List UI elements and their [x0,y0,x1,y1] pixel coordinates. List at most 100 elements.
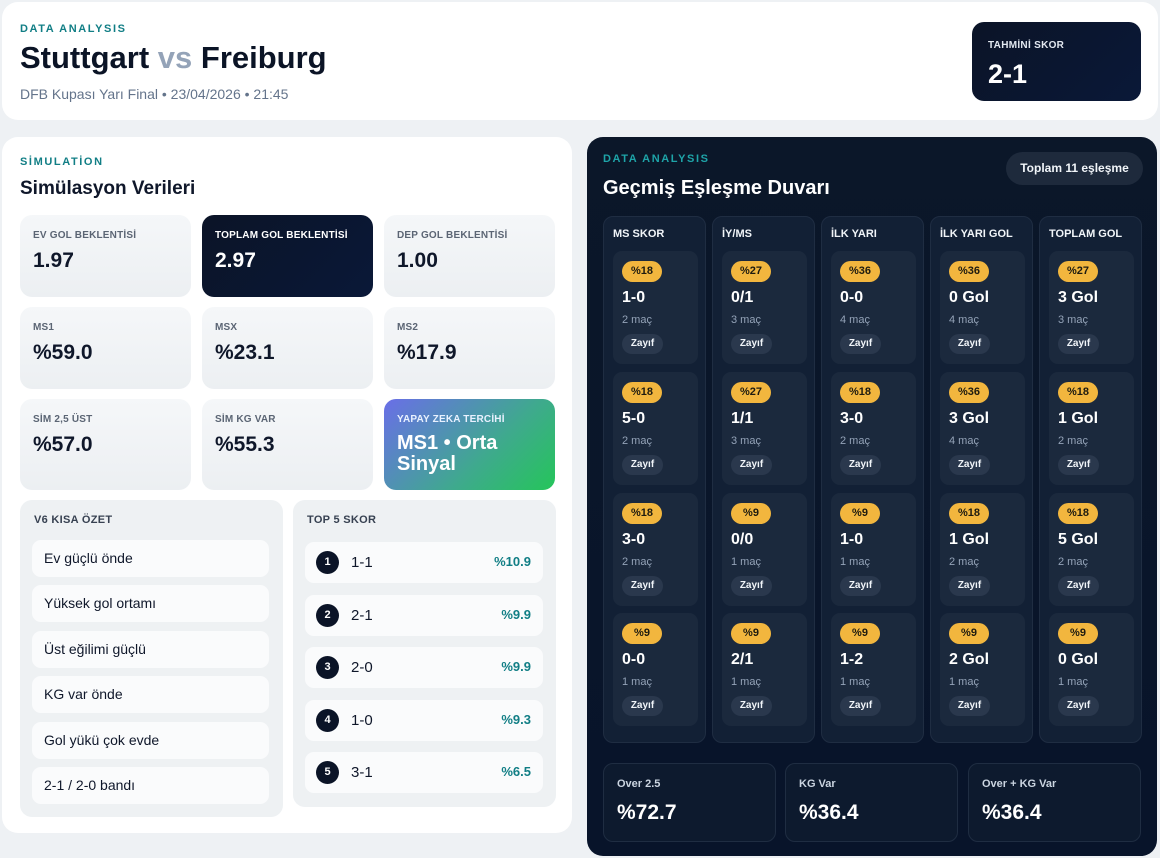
match-cell: %9 0 Gol 1 maç Zayıf [1049,613,1134,726]
strength-tag: Zayıf [731,334,772,354]
cell-score: 1 Gol [949,531,990,548]
percent-badge: %9 [840,623,880,644]
summary-item: Ev güçlü önde [32,540,269,577]
match-cell: %18 5 Gol 2 maç Zayıf [1049,493,1134,606]
match-cell: %9 1-0 1 maç Zayıf [831,493,916,606]
home-team: Stuttgart [20,40,150,75]
strength-tag: Zayıf [731,696,772,716]
ai-preference-card: YAPAY ZEKA TERCİHİ MS1 • Orta Sinyal [384,399,555,490]
top5-item: 3 2-0 %9.9 [305,647,543,688]
column-header: İLK YARI GOL [940,228,1013,240]
match-cell: %27 1/1 3 maç Zayıf [722,372,807,485]
stat-value: 2.97 [215,249,256,272]
footer-card-over-kg-var: Over + KG Var %36.4 [968,763,1141,842]
match-count: 4 maç [949,435,979,447]
match-count: 1 maç [731,676,761,688]
top5-item: 2 2-1 %9.9 [305,595,543,636]
top5-score: 1-1 [351,554,373,571]
stat-label: DEP GOL BEKLENTİSİ [397,230,508,241]
cell-score: 0 Gol [949,289,990,306]
percent-badge: %36 [949,382,989,403]
match-count: 2 maç [949,556,979,568]
top5-percent: %9.3 [501,712,531,727]
match-cell: %9 2/1 1 maç Zayıf [722,613,807,726]
percent-badge: %9 [731,623,771,644]
cell-score: 0-0 [840,289,864,306]
cell-score: 2/1 [731,651,754,668]
predicted-score-card: TAHMİNİ SKOR 2-1 [972,22,1141,101]
match-cell: %18 3-0 2 maç Zayıf [831,372,916,485]
top5-item: 1 1-1 %10.9 [305,542,543,583]
history-column-first-half: İLK YARI %36 0-0 4 maç Zayıf %18 3-0 2 maç Zayıf… [821,216,924,743]
top5-item: 4 1-0 %9.3 [305,700,543,741]
percent-badge: %18 [622,382,662,403]
percent-badge: %9 [1058,623,1098,644]
total-matches-pill: Toplam 11 eşleşme [1006,152,1143,185]
strength-tag: Zayıf [731,576,772,596]
strength-tag: Zayıf [1058,334,1099,354]
simulation-title: Simülasyon Verileri [20,178,196,199]
cell-score: 3-0 [840,410,864,427]
match-count: 1 maç [840,676,870,688]
rank-badge: 2 [316,604,339,627]
percent-badge: %9 [731,503,771,524]
top5-score-panel: TOP 5 SKOR 1 1-1 %10.9 2 2-1 %9.9 3 2-0 … [293,500,556,807]
summary-item: 2-1 / 2-0 bandı [32,767,269,804]
stat-card-ms1: MS1 %59.0 [20,307,191,389]
footer-card-kg-var: KG Var %36.4 [785,763,958,842]
match-count: 1 maç [731,556,761,568]
top5-score: 3-1 [351,764,373,781]
column-header: MS SKOR [613,228,665,240]
header-kicker: DATA ANALYSIS [20,23,127,35]
match-cell: %9 1-2 1 maç Zayıf [831,613,916,726]
cell-score: 5-0 [622,410,646,427]
cell-score: 3 Gol [1058,289,1099,306]
stat-card-home-goal-expectation: EV GOL BEKLENTİSİ 1.97 [20,215,191,297]
match-cell: %9 2 Gol 1 maç Zayıf [940,613,1025,726]
match-cell: %36 0-0 4 maç Zayıf [831,251,916,364]
stat-label: YAPAY ZEKA TERCİHİ [397,414,505,425]
stat-value: %23.1 [215,341,275,364]
stat-card-msx: MSX %23.1 [202,307,373,389]
match-count: 2 maç [622,435,652,447]
footer-label: Over + KG Var [982,778,1057,790]
predicted-score-label: TAHMİNİ SKOR [988,40,1065,51]
match-count: 4 maç [840,314,870,326]
match-count: 1 maç [1058,676,1088,688]
stat-label: MS2 [397,322,419,333]
match-count: 1 maç [840,556,870,568]
percent-badge: %36 [949,261,989,282]
percent-badge: %18 [1058,503,1098,524]
rank-badge: 5 [316,761,339,784]
strength-tag: Zayıf [622,576,663,596]
stat-value: %57.0 [33,433,93,456]
top5-score: 1-0 [351,712,373,729]
percent-badge: %18 [840,382,880,403]
cell-score: 3 Gol [949,410,990,427]
stat-label: EV GOL BEKLENTİSİ [33,230,137,241]
top5-percent: %9.9 [501,607,531,622]
top5-percent: %10.9 [494,554,531,569]
match-count: 3 maç [731,314,761,326]
percent-badge: %27 [731,261,771,282]
stat-value: 1.00 [397,249,438,272]
top5-title: TOP 5 SKOR [307,514,377,526]
strength-tag: Zayıf [622,455,663,475]
cell-score: 1-0 [840,531,864,548]
cell-score: 1-2 [840,651,864,668]
strength-tag: Zayıf [949,696,990,716]
match-count: 3 maç [1058,314,1088,326]
percent-badge: %27 [1058,261,1098,282]
footer-label: Over 2.5 [617,778,661,790]
percent-badge: %18 [622,261,662,282]
match-cell: %27 3 Gol 3 maç Zayıf [1049,251,1134,364]
predicted-score-value: 2-1 [988,59,1028,89]
summary-item: Gol yükü çok evde [32,722,269,759]
percent-badge: %27 [731,382,771,403]
stat-value: MS1 • Orta Sinyal [397,432,498,475]
stat-value: %55.3 [215,433,275,456]
history-column-ht-ft: İY/MS %27 0/1 3 maç Zayıf %27 1/1 3 maç Zayıf %9 0… [712,216,815,743]
summary-item: KG var önde [32,676,269,713]
cell-score: 0 Gol [1058,651,1099,668]
history-kicker: DATA ANALYSIS [603,153,710,165]
